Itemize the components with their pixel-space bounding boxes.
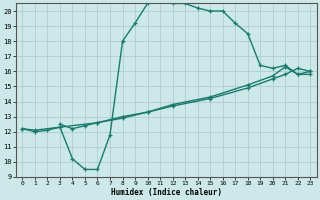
X-axis label: Humidex (Indice chaleur): Humidex (Indice chaleur) — [111, 188, 222, 197]
